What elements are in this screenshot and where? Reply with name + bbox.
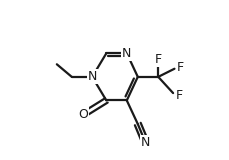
Text: N: N: [140, 136, 150, 149]
Text: O: O: [78, 108, 88, 121]
Text: F: F: [176, 61, 183, 74]
Text: F: F: [154, 53, 161, 66]
Text: N: N: [122, 47, 131, 60]
Text: F: F: [175, 89, 182, 102]
Text: N: N: [87, 70, 96, 83]
